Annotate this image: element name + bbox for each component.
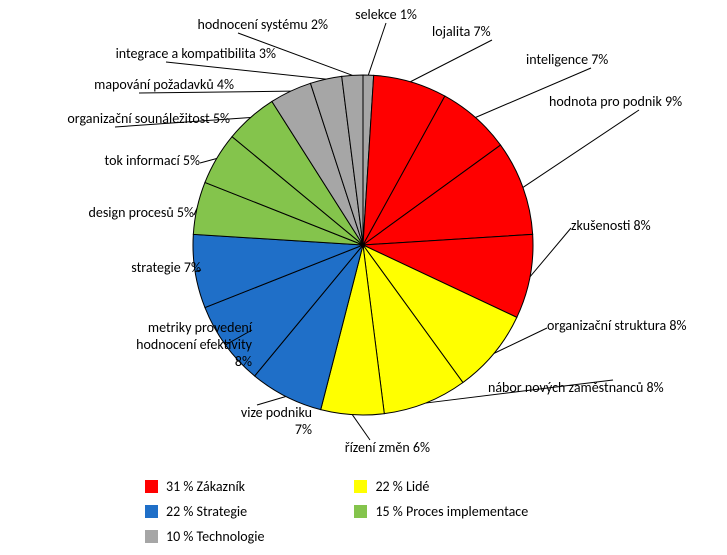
slice-label: inteligence 7% <box>526 52 656 69</box>
slice-label: tok informací 5% <box>60 153 200 170</box>
legend-item: 22 % Strategie <box>145 503 264 520</box>
leader-line <box>368 23 386 75</box>
slice-label: organizační sounáležitost 5% <box>0 111 230 128</box>
slice-label: vize podniku 7% <box>202 405 312 439</box>
leader-line <box>523 110 639 187</box>
legend-swatch <box>145 505 158 518</box>
legend-label: 31 % Zákazník <box>166 478 245 495</box>
legend-item: 10 % Technologie <box>145 528 264 545</box>
legend: 31 % Zákazník 22 % Lidé 22 % Strategie 15 %… <box>145 478 528 545</box>
slice-label: organizační struktura 8% <box>547 318 727 335</box>
slice-label: mapování požadavků 4% <box>44 77 234 94</box>
legend-item: 31 % Zákazník <box>145 478 264 495</box>
slice-label: metriky provedení hodnocení efektivity 8… <box>92 320 252 370</box>
slice-label: hodnota pro podnik 9% <box>549 94 727 111</box>
pie-chart: selekce 1% lojalita 7% inteligence 7% hodno… <box>0 0 727 555</box>
legend-label: 10 % Technologie <box>166 528 264 545</box>
slice-label: hodnocení systému 2% <box>148 17 328 34</box>
slice-label: strategie 7% <box>91 260 201 277</box>
leader-line <box>410 40 492 82</box>
legend-swatch <box>354 480 367 493</box>
legend-item: 15 % Proces implementace <box>354 503 528 520</box>
slice-label: lojalita 7% <box>432 24 552 41</box>
legend-swatch <box>354 505 367 518</box>
slice-label: selekce 1% <box>346 7 426 24</box>
legend-label: 22 % Lidé <box>375 478 429 495</box>
slice-label: integrace a kompatibilita 3% <box>56 46 276 63</box>
legend-label: 15 % Proces implementace <box>375 503 528 520</box>
leader-line <box>530 228 571 277</box>
slice-label: design procesů 5% <box>34 205 194 222</box>
leader-line <box>352 415 370 440</box>
slice-label: zkušenosti 8% <box>571 218 691 235</box>
legend-label: 22 % Strategie <box>166 503 247 520</box>
slice-label: řízení změn 6% <box>310 440 430 457</box>
legend-item: 22 % Lidé <box>354 478 528 495</box>
legend-swatch <box>145 530 158 543</box>
slice-label: nábor nových zaměstnanců 8% <box>488 380 727 397</box>
legend-swatch <box>145 480 158 493</box>
